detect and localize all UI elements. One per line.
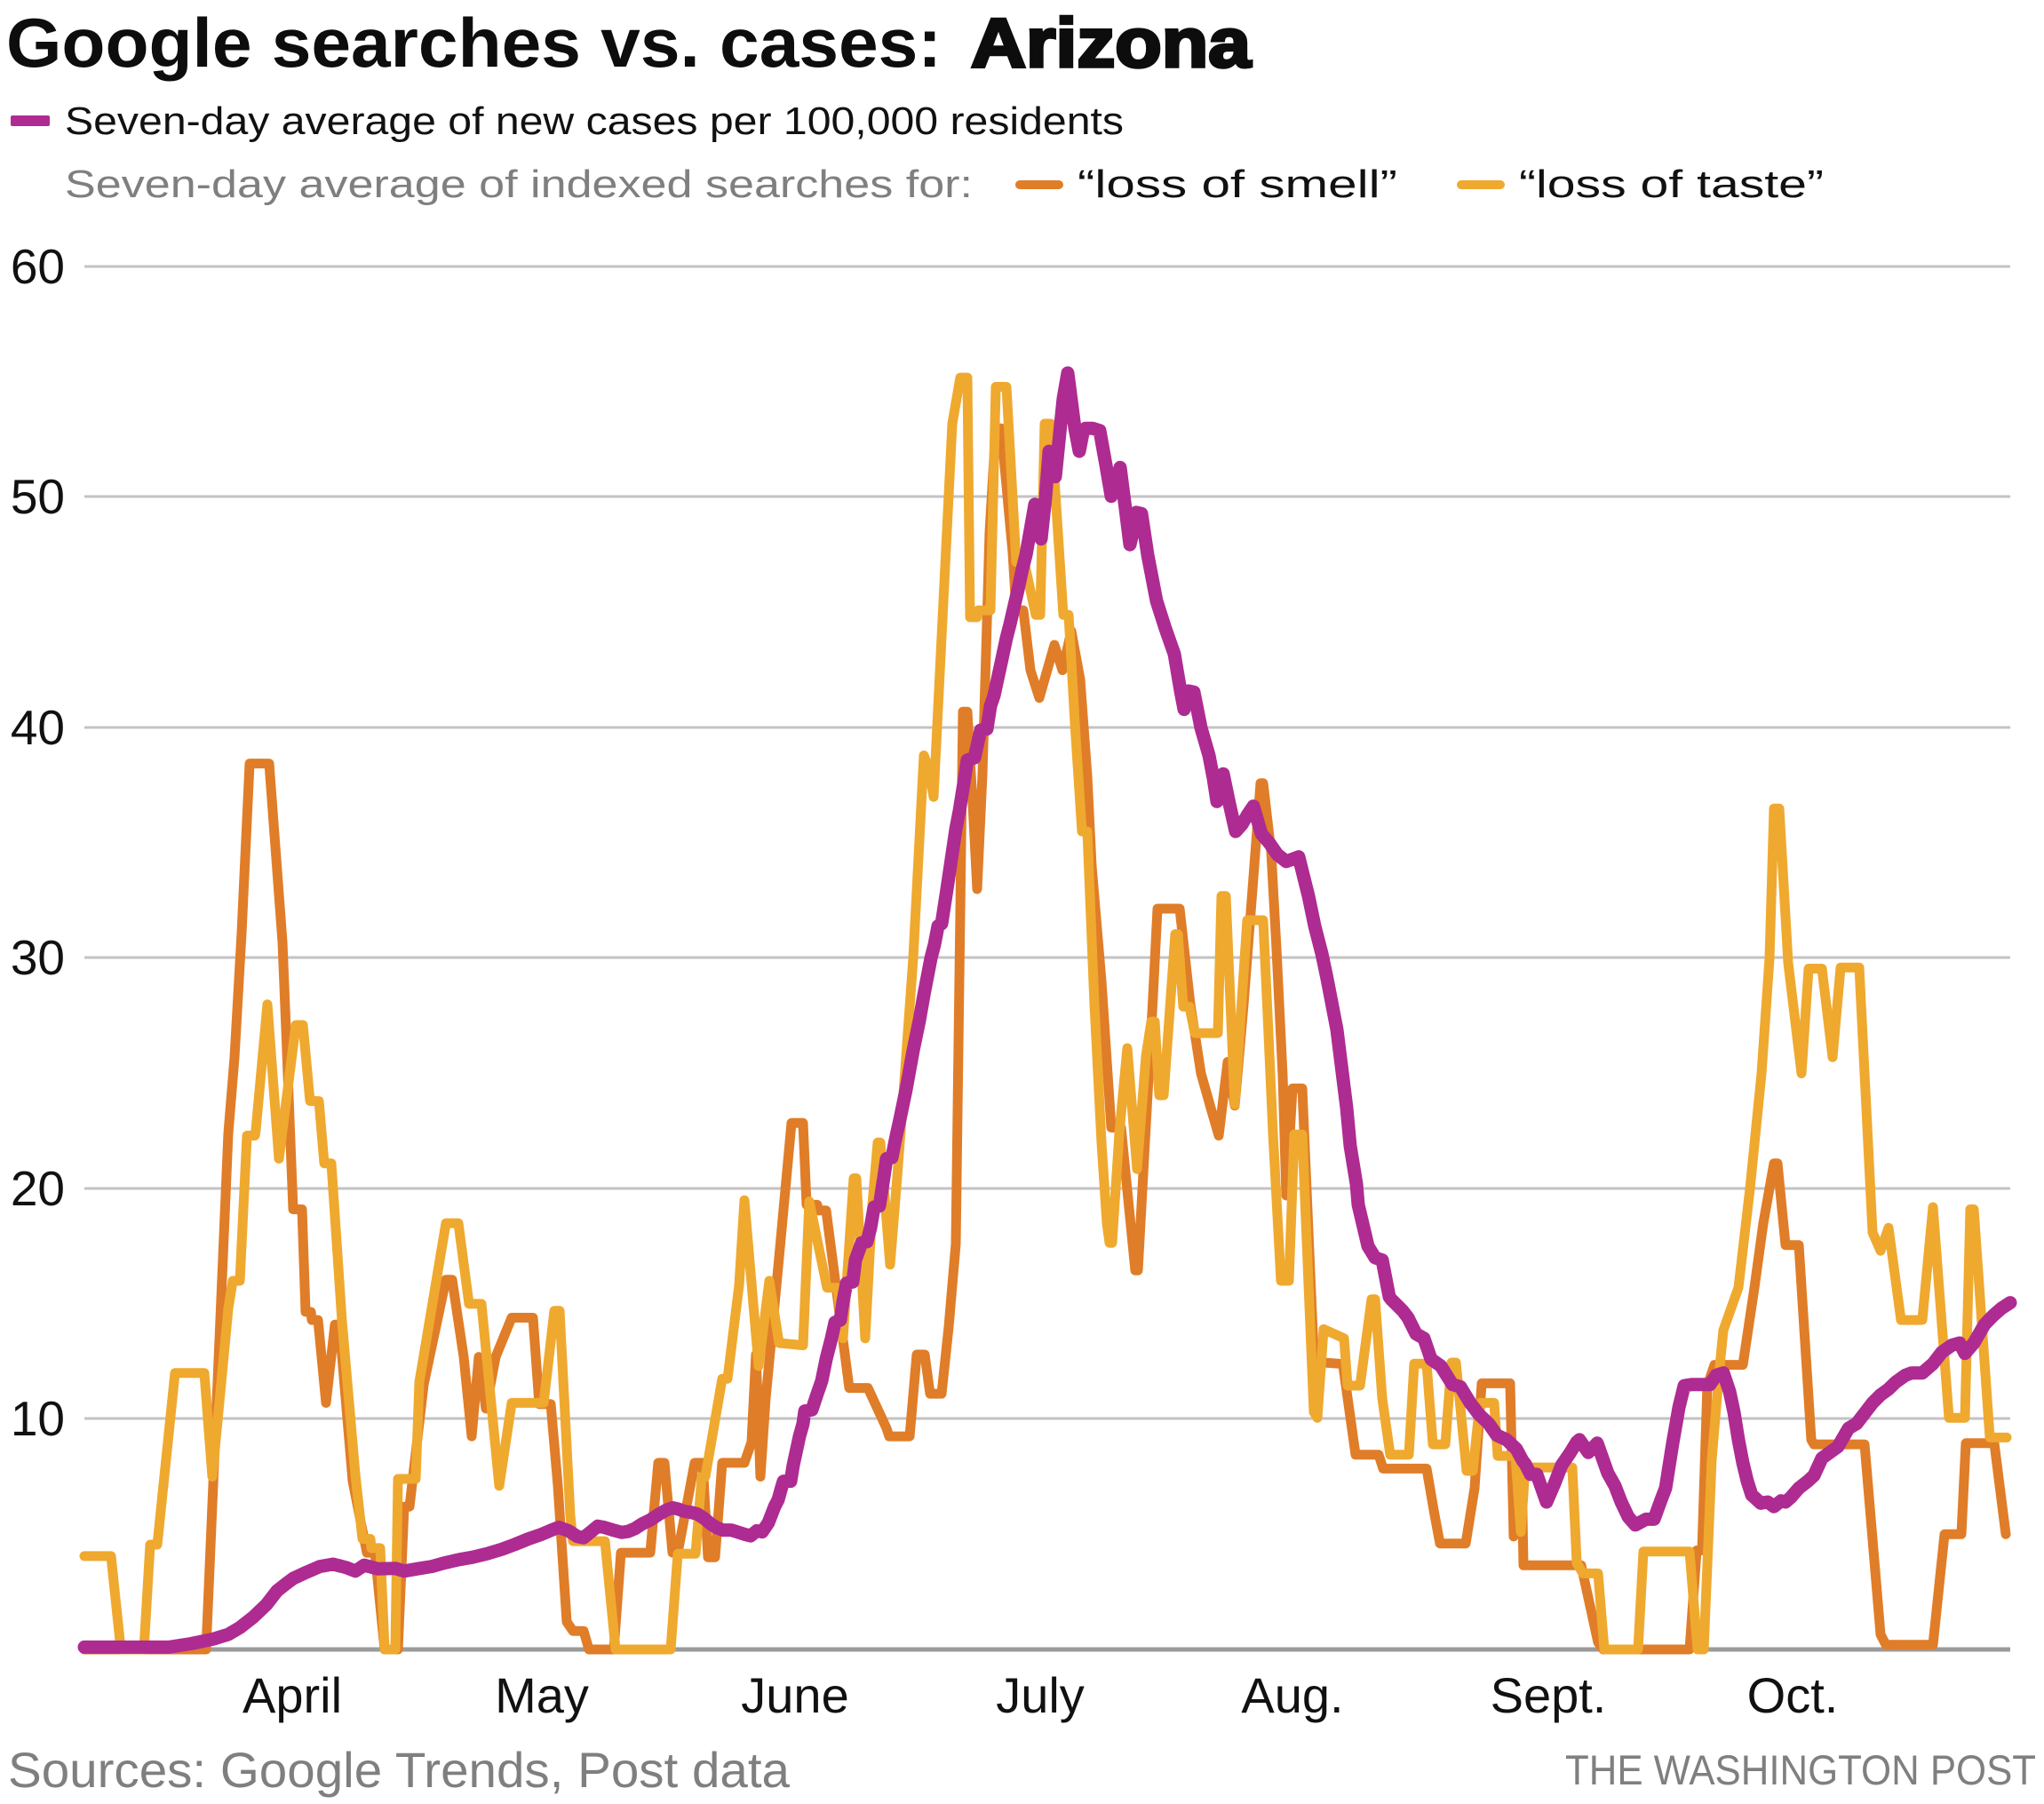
svg-text:April: April	[243, 1667, 342, 1723]
svg-text:THE WASHINGTON POST: THE WASHINGTON POST	[1565, 1746, 2036, 1793]
svg-text:May: May	[495, 1667, 589, 1723]
svg-text:10: 10	[11, 1391, 65, 1446]
svg-text:Seven-day average of indexed s: Seven-day average of indexed searches fo…	[65, 163, 973, 206]
svg-text:Sept.: Sept.	[1491, 1667, 1607, 1723]
svg-text:20: 20	[11, 1161, 65, 1216]
svg-text:Arizona: Arizona	[971, 4, 1252, 82]
svg-text:“loss of smell”: “loss of smell”	[1078, 163, 1397, 206]
svg-text:Sources: Google Trends, Post d: Sources: Google Trends, Post data	[8, 1742, 791, 1798]
svg-text:Seven-day average of new cases: Seven-day average of new cases per 100,0…	[65, 99, 1124, 143]
svg-text:“loss of taste”: “loss of taste”	[1519, 163, 1824, 206]
svg-text:June: June	[741, 1667, 848, 1723]
svg-text:40: 40	[11, 700, 65, 755]
svg-text:Google searches vs. cases:: Google searches vs. cases:	[6, 4, 942, 82]
svg-text:July: July	[996, 1667, 1085, 1723]
svg-text:Aug.: Aug.	[1241, 1667, 1343, 1723]
svg-text:Oct.: Oct.	[1747, 1667, 1839, 1723]
svg-text:30: 30	[11, 930, 65, 985]
svg-text:60: 60	[11, 239, 65, 294]
svg-text:50: 50	[11, 469, 65, 524]
